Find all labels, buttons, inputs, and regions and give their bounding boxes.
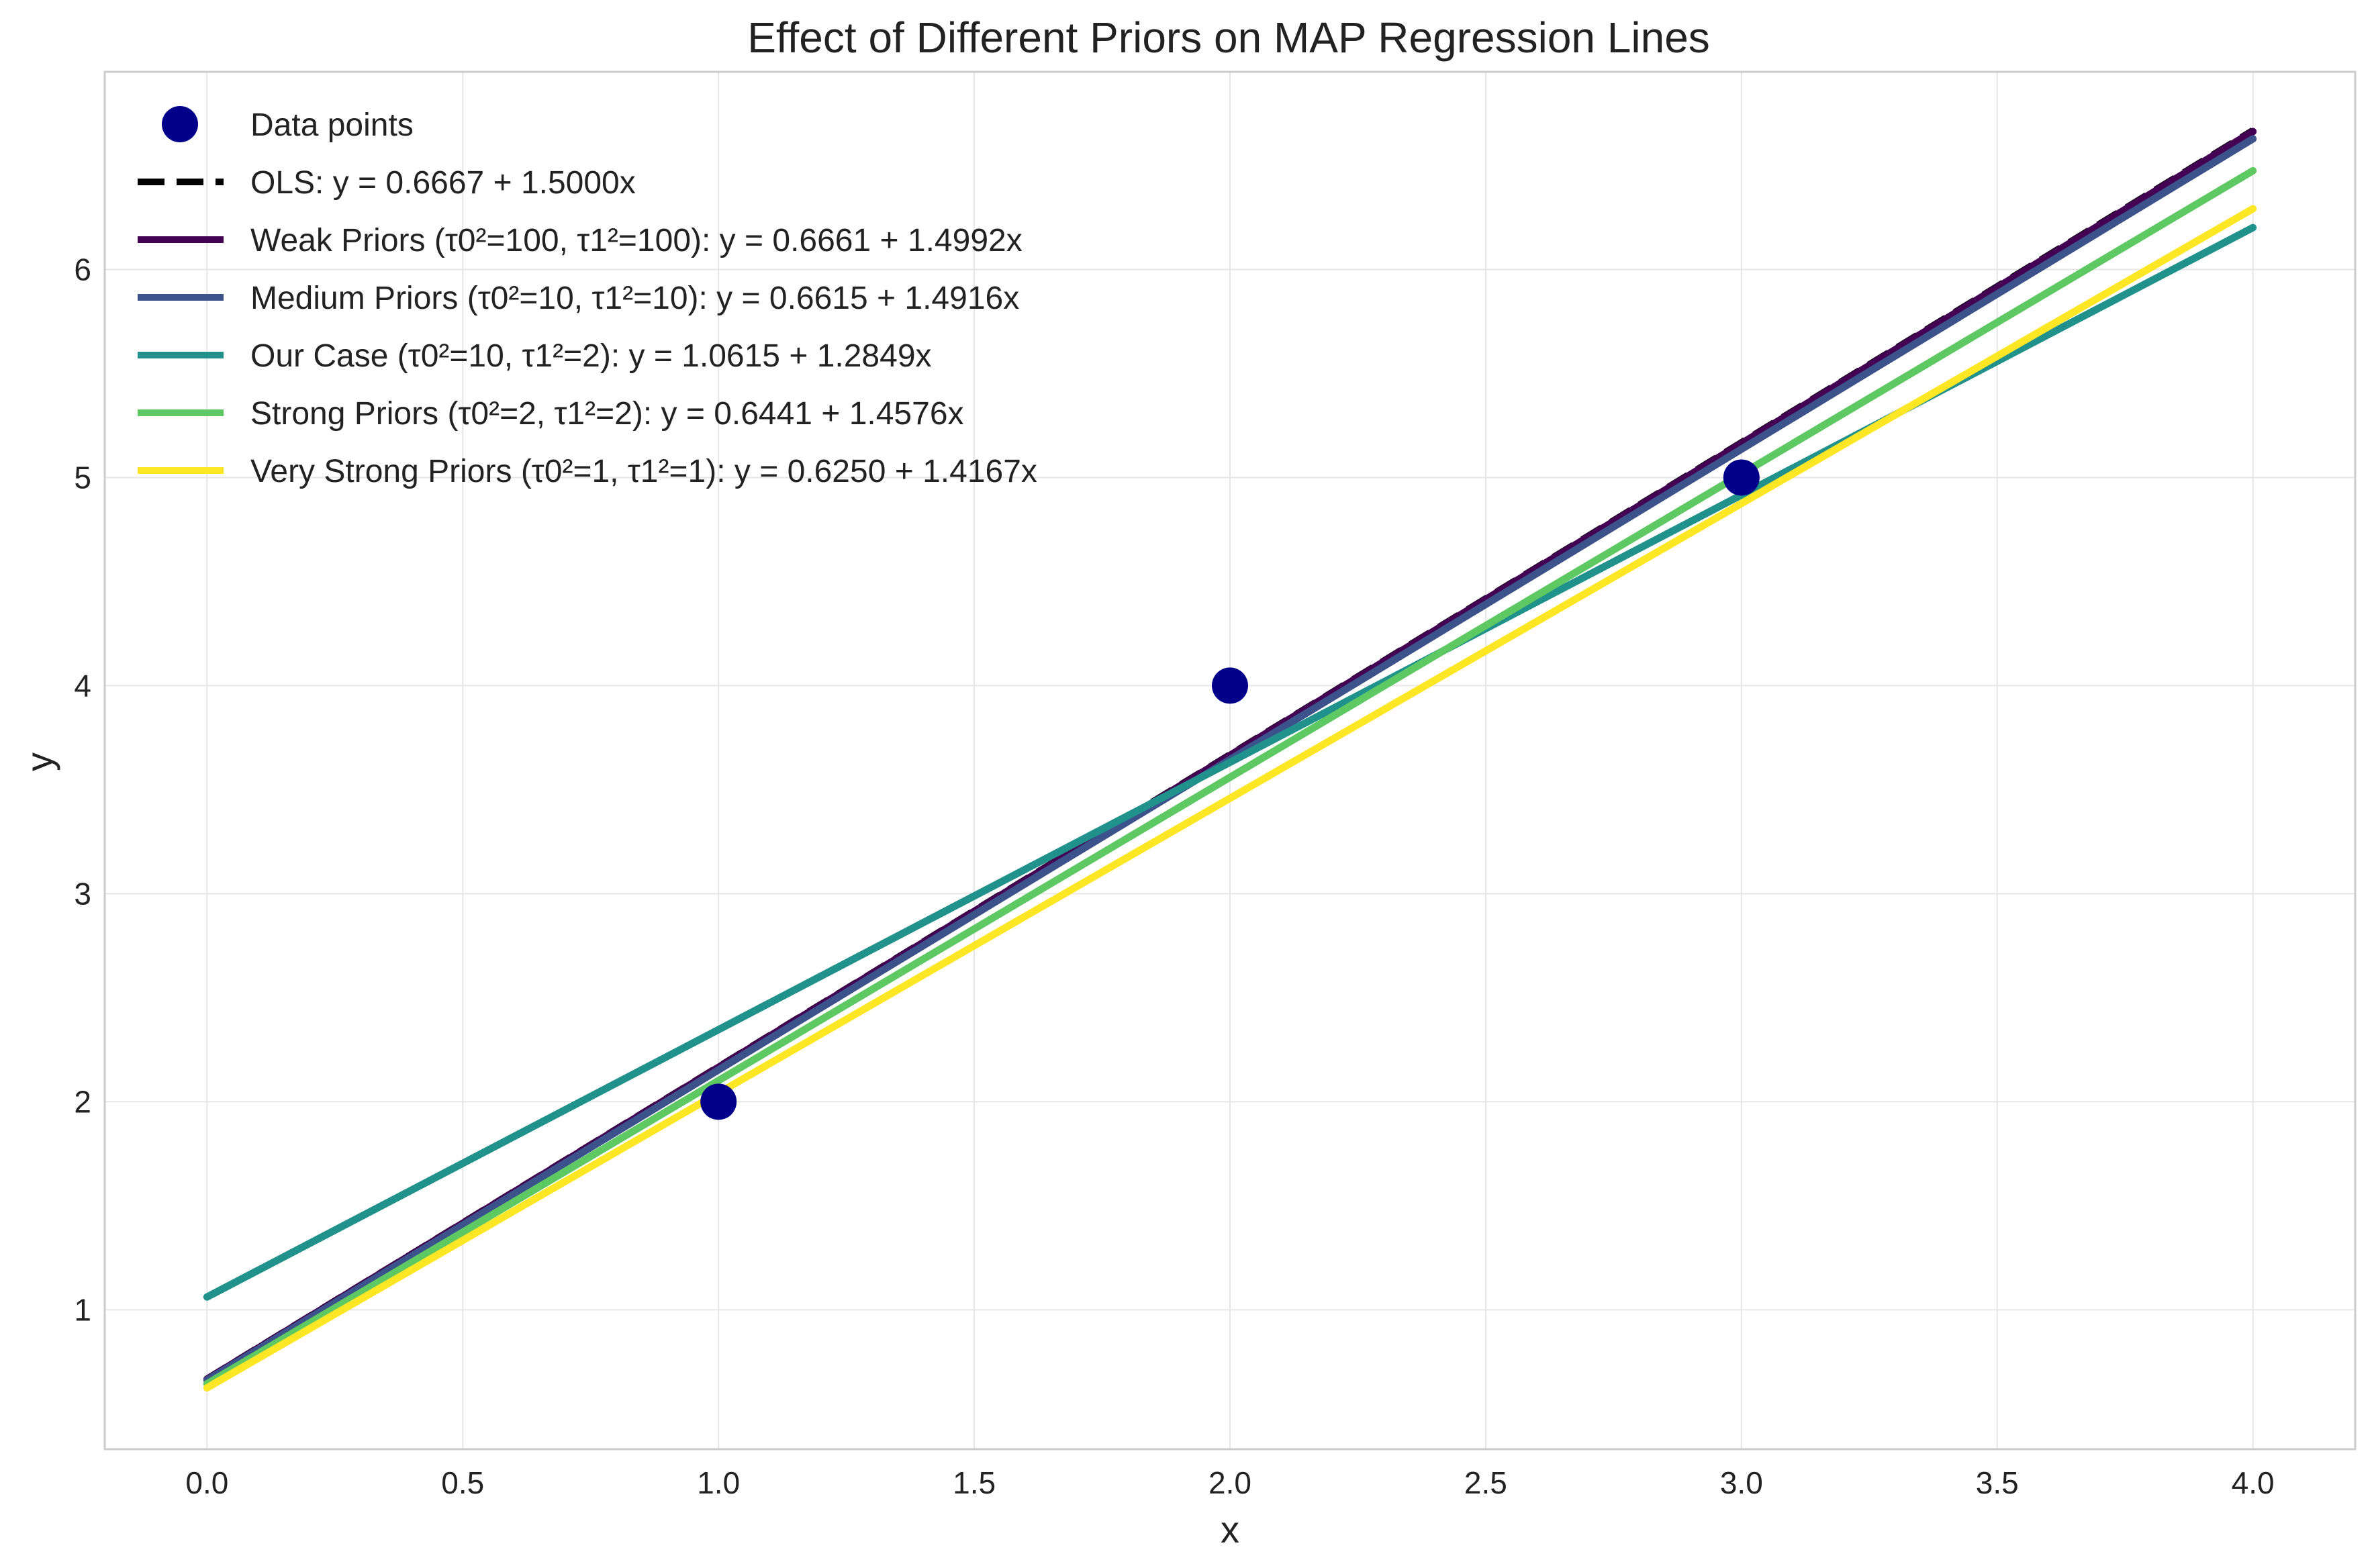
x-tick-label: 1.5 [953, 1465, 996, 1500]
legend-label: Our Case (τ0²=10, τ1²=2): y = 1.0615 + 1… [250, 338, 932, 374]
x-axis-label: x [1221, 1508, 1239, 1551]
x-tick-label: 2.5 [1464, 1465, 1507, 1500]
legend-label: OLS: y = 0.6667 + 1.5000x [250, 165, 636, 201]
x-tick-labels: 0.0 0.5 1.0 1.5 2.0 2.5 3.0 3.5 4.0 [185, 1465, 2274, 1500]
legend-label: Very Strong Priors (τ0²=1, τ1²=1): y = 0… [250, 454, 1037, 489]
regression-lines [203, 128, 2257, 1392]
y-tick-label: 1 [74, 1292, 91, 1327]
legend: Data points OLS: y = 0.6667 + 1.5000x Weak… [138, 106, 1037, 489]
chart-title: Effect of Different Priors on MAP Regres… [747, 13, 1710, 62]
legend-label: Data points [250, 107, 414, 143]
x-tick-label: 3.5 [1976, 1465, 2019, 1500]
legend-label: Medium Priors (τ0²=10, τ1²=10): y = 0.66… [250, 281, 1019, 316]
y-tick-label: 3 [74, 876, 91, 911]
y-axis-label: y [18, 752, 60, 771]
regression-line [203, 166, 2257, 1388]
y-tick-label: 4 [74, 668, 91, 703]
x-tick-label: 2.0 [1208, 1465, 1251, 1500]
data-point [1212, 667, 1248, 704]
y-tick-labels: 1 2 3 4 5 6 [74, 252, 91, 1327]
y-tick-label: 6 [74, 252, 91, 287]
legend-label: Strong Priors (τ0²=2, τ1²=2): y = 0.6441… [250, 396, 964, 432]
regression-line [203, 205, 2257, 1392]
x-tick-label: 0.0 [185, 1465, 228, 1500]
grid [105, 72, 2355, 1449]
plot-frame [103, 70, 2357, 1451]
data-point [700, 1083, 737, 1120]
x-tick-label: 0.5 [441, 1465, 484, 1500]
data-points [700, 459, 1760, 1120]
x-tick-label: 1.0 [697, 1465, 740, 1500]
data-point [1723, 459, 1760, 496]
y-tick-label: 2 [74, 1084, 91, 1119]
y-tick-label: 5 [74, 460, 91, 495]
x-tick-label: 4.0 [2232, 1465, 2275, 1500]
legend-label: Weak Priors (τ0²=100, τ1²=100): y = 0.66… [250, 223, 1023, 258]
x-tick-label: 3.0 [1720, 1465, 1763, 1500]
legend-marker [162, 106, 198, 142]
